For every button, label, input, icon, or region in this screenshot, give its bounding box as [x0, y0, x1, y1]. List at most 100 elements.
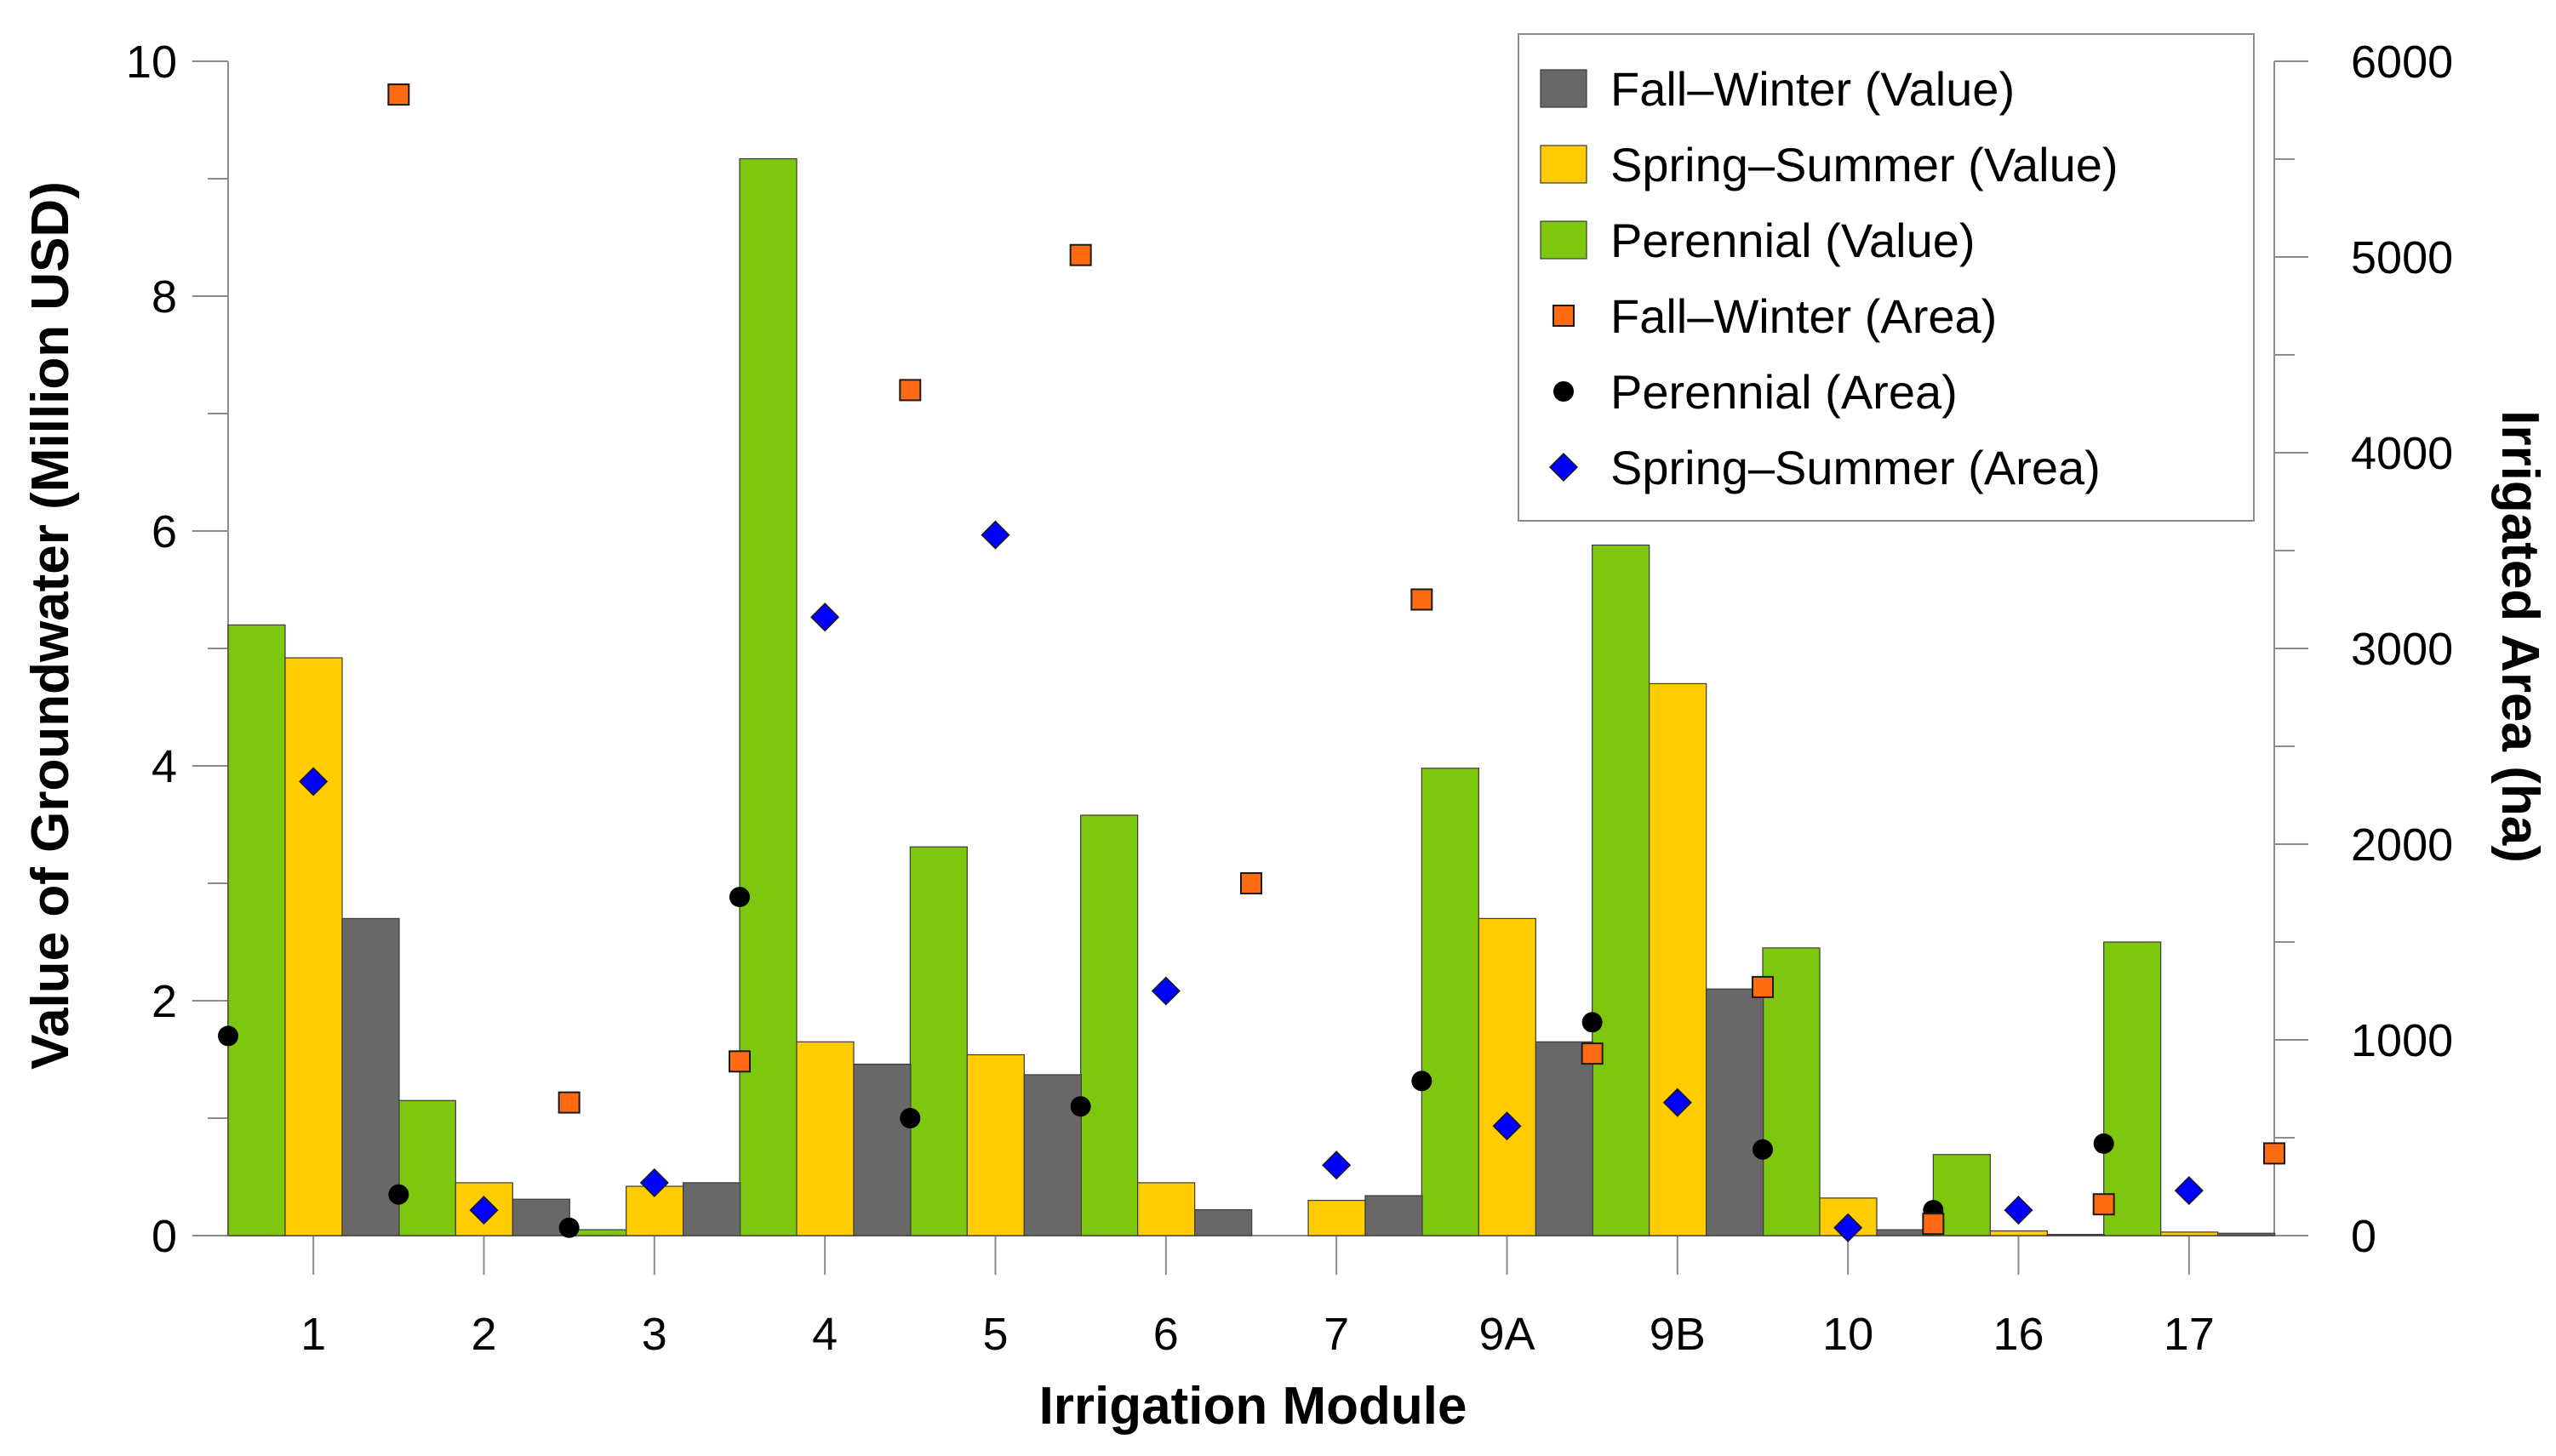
bar-fall-winter-value [1706, 988, 1764, 1236]
point-fall-winter-area [558, 1091, 580, 1114]
bar-perennial-value [227, 624, 286, 1236]
y2-tick-label: 4000 [2351, 428, 2453, 479]
point-spring-summer-area [1322, 1151, 1352, 1180]
point-fall-winter-area [1752, 975, 1774, 998]
point-fall-winter-area [1410, 588, 1433, 611]
point-perennial-area [1581, 1012, 1603, 1033]
x-tick-label: 7 [1324, 1309, 1349, 1360]
point-spring-summer-area [810, 602, 840, 632]
point-perennial-area [900, 1108, 921, 1128]
point-spring-summer-area [2174, 1176, 2204, 1206]
point-spring-summer-area [1151, 976, 1181, 1006]
legend-label: Spring–Summer (Value) [1610, 138, 2119, 191]
point-perennial-area [218, 1025, 238, 1047]
point-spring-summer-area [1662, 1088, 1692, 1117]
y2-tick-label: 0 [2351, 1211, 2376, 1262]
point-fall-winter-area [387, 83, 410, 106]
point-fall-winter-area [1240, 872, 1262, 894]
bar-fall-winter-value [1023, 1074, 1082, 1236]
y2-tick-label: 1000 [2351, 1015, 2453, 1066]
legend-label: Perennial (Value) [1610, 214, 1976, 267]
point-fall-winter-area [1922, 1213, 1945, 1236]
legend-label: Perennial (Area) [1610, 365, 1958, 419]
points-layer [218, 83, 2285, 1242]
legend-marker [1552, 305, 1575, 327]
bar-spring-summer-value [2160, 1231, 2219, 1236]
point-fall-winter-area [2092, 1193, 2115, 1216]
bar-fall-winter-value [2217, 1232, 2276, 1236]
point-spring-summer-area [1833, 1213, 1863, 1242]
legend-swatch [1540, 69, 1587, 108]
point-fall-winter-area [2263, 1142, 2285, 1165]
point-fall-winter-area [729, 1050, 751, 1073]
point-spring-summer-area [469, 1196, 499, 1225]
bar-fall-winter-value [683, 1182, 741, 1236]
y2-tick-label: 5000 [2351, 232, 2453, 283]
point-perennial-area [558, 1217, 580, 1238]
bar-spring-summer-value [284, 657, 343, 1236]
x-tick-label: 5 [982, 1309, 1008, 1360]
bar-fall-winter-value [2046, 1234, 2105, 1236]
point-fall-winter-area [1069, 243, 1092, 266]
bar-perennial-value [1421, 768, 1479, 1236]
y-axis-title: Value of Groundwater (Million USD) [21, 181, 80, 1070]
x-axis-title: Irrigation Module [1039, 1377, 1467, 1436]
legend-entry: Perennial (Value) [1540, 214, 1976, 267]
point-perennial-area [2093, 1133, 2114, 1154]
y-tick-label: 4 [152, 741, 177, 792]
y-tick-label: 2 [152, 976, 177, 1027]
legend-label: Fall–Winter (Area) [1610, 289, 1997, 343]
bar-spring-summer-value [1989, 1230, 2048, 1236]
bar-perennial-value [909, 846, 968, 1236]
legend-label: Spring–Summer (Area) [1610, 441, 2101, 494]
y-tick-label: 6 [152, 506, 177, 557]
x-tick-label: 9B [1650, 1309, 1706, 1360]
bar-perennial-value [739, 157, 798, 1236]
x-tick-label: 6 [1153, 1309, 1179, 1360]
y2-axis-title: Irrigated Area (ha) [2490, 410, 2549, 863]
x-tick-label: 16 [1993, 1309, 2044, 1360]
point-spring-summer-area [981, 520, 1010, 550]
bar-spring-summer-value [1649, 682, 1707, 1236]
bar-perennial-value [397, 1099, 456, 1236]
x-tick-label: 1 [300, 1309, 326, 1360]
bar-spring-summer-value [966, 1053, 1025, 1236]
point-fall-winter-area [899, 379, 922, 402]
x-tick-label: 17 [2164, 1309, 2215, 1360]
point-perennial-area [1753, 1139, 1773, 1160]
point-perennial-area [729, 887, 750, 908]
point-spring-summer-area [639, 1168, 669, 1197]
y-tick-label: 8 [152, 271, 177, 323]
bar-spring-summer-value [1307, 1199, 1366, 1236]
legend-entry: Spring–Summer (Value) [1540, 138, 2119, 191]
bar-fall-winter-value [853, 1063, 912, 1236]
y2-tick-label: 3000 [2351, 624, 2453, 675]
x-tick-label: 2 [471, 1309, 496, 1360]
legend-entry: Spring–Summer (Area) [1548, 441, 2101, 494]
bar-spring-summer-value [1478, 917, 1536, 1236]
bar-perennial-value [2103, 941, 2162, 1236]
point-perennial-area [388, 1184, 409, 1205]
point-spring-summer-area [1492, 1111, 1522, 1141]
legend-entry: Perennial (Area) [1553, 365, 1958, 419]
legend: Fall–Winter (Value) Spring–Summer (Value)… [1518, 33, 2255, 522]
bar-fall-winter-value [341, 917, 400, 1236]
y2-tick-label: 6000 [2351, 37, 2453, 88]
y-tick-label: 10 [126, 37, 177, 88]
bar-perennial-value [1080, 814, 1139, 1236]
legend-label: Fall–Winter (Value) [1610, 62, 2015, 116]
point-fall-winter-area [1581, 1042, 1604, 1065]
point-spring-summer-area [2004, 1196, 2033, 1225]
point-perennial-area [1411, 1071, 1432, 1092]
tick-labels-layer: 0 2 4 6 8 10 0 1000 2000 3000 4000 5000 6000 1 2 3 4 5 6 7 9… [126, 37, 2453, 1360]
bar-fall-winter-value [1194, 1209, 1253, 1236]
legend-entry: Fall–Winter (Value) [1540, 62, 2015, 116]
legend-box [1518, 33, 2255, 522]
legend-entry: Fall–Winter (Area) [1552, 289, 1997, 343]
point-perennial-area [1070, 1096, 1091, 1117]
legend-marker [1548, 452, 1579, 482]
legend-swatch [1540, 220, 1587, 260]
bar-fall-winter-value [1535, 1041, 1593, 1236]
x-tick-label: 4 [812, 1309, 838, 1360]
